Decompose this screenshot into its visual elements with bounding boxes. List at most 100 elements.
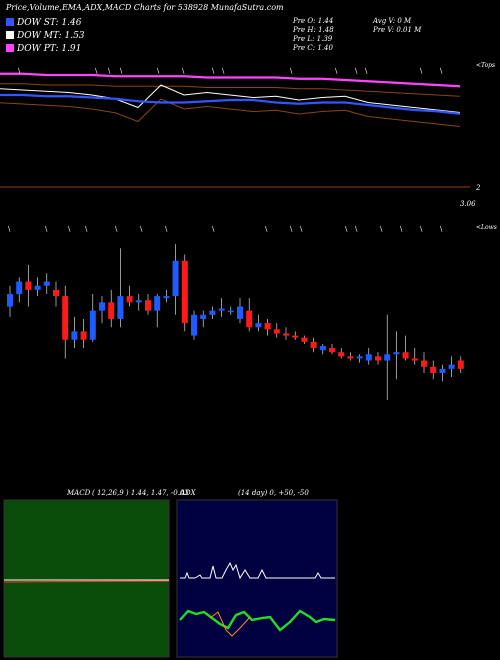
macd-line — [3, 580, 170, 583]
candle-body-1 — [16, 281, 23, 295]
adx-line — [180, 561, 335, 580]
top-marker-12: \ — [420, 67, 423, 75]
low-marker-16: \ — [440, 225, 443, 233]
avg-volume: Avg V: 0 M — [373, 17, 412, 25]
ema-level-label: 2 — [476, 184, 481, 192]
low-marker-7: \ — [212, 225, 215, 233]
candle-body-12 — [117, 296, 124, 319]
low-marker-12: \ — [355, 225, 358, 233]
candle-body-15 — [145, 300, 151, 311]
legend-swatch-mt — [6, 31, 14, 39]
low-marker-1: \ — [45, 225, 48, 233]
candle-body-6 — [62, 296, 69, 340]
candle-body-43 — [402, 352, 409, 359]
candle-body-36 — [338, 352, 345, 357]
candle-body-5 — [53, 289, 59, 297]
ohlc-close: Pre C: 1.40 — [293, 44, 333, 52]
candle-body-8 — [80, 331, 87, 340]
candle-body-16 — [154, 296, 161, 311]
top-marker-11: \ — [365, 67, 368, 75]
top-marker-2: \ — [108, 67, 111, 75]
low-marker-9: \ — [290, 225, 293, 233]
tops-label: <Tops — [476, 62, 496, 69]
low-marker-5: \ — [140, 225, 143, 233]
low-marker-14: \ — [400, 225, 403, 233]
top-marker-3: \ — [120, 67, 123, 75]
legend-dow-st: DOW ST: 1.46 — [6, 18, 82, 28]
plus-di-line — [179, 609, 336, 632]
candle-body-33 — [310, 341, 317, 349]
ema-band-lower — [0, 98, 461, 127]
legend-swatch-pt — [6, 44, 14, 52]
candle-body-24 — [227, 310, 234, 313]
candle-body-49 — [457, 360, 464, 369]
low-marker-2: \ — [68, 225, 71, 233]
candle-body-31 — [292, 335, 299, 338]
candle-body-7 — [71, 331, 78, 340]
candle-body-32 — [301, 337, 308, 342]
candle-body-4 — [43, 281, 50, 286]
candle-body-11 — [108, 302, 115, 319]
macd-panel — [3, 499, 170, 658]
candle-body-34 — [319, 345, 326, 351]
low-marker-6: \ — [165, 225, 168, 233]
candle-body-3 — [34, 285, 41, 290]
top-marker-5: \ — [182, 67, 185, 75]
candle-body-37 — [347, 356, 354, 359]
low-marker-3: \ — [85, 225, 88, 233]
macd-params: ( 12,26,9 ) 1.44, 1.47, -0.03 — [92, 489, 189, 497]
low-marker-10: \ — [300, 225, 303, 233]
candle-body-30 — [283, 333, 289, 336]
lows-label: <Lows — [476, 224, 497, 231]
candle-body-13 — [126, 296, 133, 303]
ohlc-low: Pre L: 1.39 — [293, 35, 333, 43]
candle-body-2 — [25, 281, 32, 290]
candle-body-10 — [99, 302, 105, 311]
ema-pt-line — [0, 72, 461, 88]
low-marker-0: \ — [8, 225, 11, 233]
candle-body-29 — [273, 329, 280, 334]
candle-body-14 — [135, 300, 142, 303]
top-marker-1: \ — [95, 67, 98, 75]
low-marker-15: \ — [420, 225, 423, 233]
candle-body-40 — [375, 356, 381, 361]
price-level-label: 3.06 — [460, 200, 476, 208]
candle-body-28 — [264, 323, 271, 330]
candle-body-48 — [448, 364, 455, 369]
legend-label-st: DOW ST: 1.46 — [17, 18, 82, 28]
legend-label-mt: DOW MT: 1.53 — [17, 31, 85, 41]
legend-dow-mt: DOW MT: 1.53 — [6, 31, 85, 41]
candle-body-39 — [365, 354, 372, 361]
adx-title: ADX — [180, 489, 196, 497]
low-marker-8: \ — [265, 225, 268, 233]
legend-swatch-st — [6, 18, 14, 26]
candle-body-22 — [209, 310, 216, 315]
top-marker-9: \ — [335, 67, 338, 75]
top-marker-10: \ — [355, 67, 358, 75]
candle-body-42 — [393, 352, 400, 355]
candle-body-25 — [237, 306, 243, 319]
top-marker-7: \ — [222, 67, 225, 75]
legend-label-pt: DOW PT: 1.91 — [17, 44, 82, 54]
candle-body-18 — [172, 260, 179, 297]
candle-body-35 — [329, 348, 335, 353]
candle-body-0 — [7, 294, 13, 307]
candle-body-17 — [163, 296, 170, 299]
top-marker-4: \ — [157, 67, 160, 75]
ema-band-upper — [0, 83, 461, 97]
chart-title: Price,Volume,EMA,ADX,MACD Charts for 538… — [6, 3, 284, 12]
candle-body-19 — [181, 260, 188, 324]
low-marker-4: \ — [115, 225, 118, 233]
top-marker-8: \ — [290, 67, 293, 75]
candle-body-26 — [246, 310, 253, 328]
candle-body-9 — [89, 310, 96, 340]
low-marker-13: \ — [380, 225, 383, 233]
minus-di-line — [209, 611, 251, 637]
ohlc-high: Pre H: 1.48 — [293, 26, 334, 34]
candle-body-27 — [255, 323, 262, 328]
legend-dow-pt: DOW PT: 1.91 — [6, 44, 81, 54]
ema-mt-line — [0, 84, 461, 113]
top-marker-0: \ — [18, 67, 21, 75]
pre-volume: Pre V: 0.01 M — [373, 26, 422, 34]
